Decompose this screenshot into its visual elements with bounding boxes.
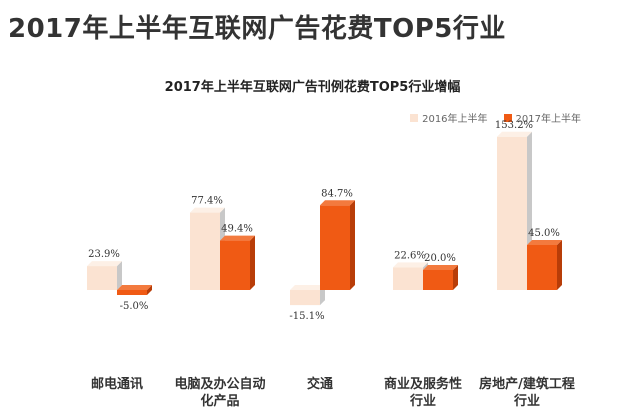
value-label-s1-4: 22.6% [394, 250, 426, 261]
chart-legend: 2016年上半年 2017年上半年 [410, 110, 581, 125]
bar-side-s1-3 [320, 285, 325, 306]
category-label-1: 邮电通讯 [91, 376, 143, 392]
chart-title: 2017年上半年互联网广告刊例花费TOP5行业增幅 [164, 80, 461, 95]
bar-top-s1-5 [497, 131, 532, 137]
bar-top-s2-1 [117, 285, 152, 290]
bar-side-s2-1 [147, 285, 152, 295]
bar-s2-3 [320, 205, 350, 290]
value-label-s2-5: 45.0% [528, 228, 560, 239]
value-label-s2-1: -5.0% [120, 301, 149, 312]
bar-s1-3 [290, 290, 320, 306]
legend-item-2017: 2017年上半年 [503, 110, 581, 125]
bar-s2-1 [117, 290, 147, 295]
bar-s1-1 [87, 266, 117, 290]
bar-side-s2-5 [557, 240, 562, 290]
category-label-4-line2: 行业 [409, 393, 436, 409]
value-label-s2-2: 49.4% [221, 224, 253, 235]
category-label-4-line1: 商业及服务性 [384, 376, 462, 392]
bar-side-s2-4 [453, 265, 458, 290]
category-label-5-line2: 行业 [513, 393, 540, 409]
bar-top-s2-2 [220, 235, 255, 241]
bar-top-s2-4 [423, 265, 458, 270]
value-label-s1-3: -15.1% [289, 311, 324, 322]
legend-swatch-2016 [410, 113, 419, 122]
legend-item-2016: 2016年上半年 [410, 110, 488, 125]
value-label-s2-3: 84.7% [321, 188, 353, 199]
value-label-s1-2: 77.4% [191, 196, 223, 207]
bar-top-s1-2 [190, 207, 225, 213]
bar-top-s1-1 [87, 261, 122, 267]
bar-side-s2-3 [350, 200, 355, 290]
legend-swatch-2017 [503, 113, 512, 122]
category-label-2-line1: 电脑及办公自动 [174, 376, 265, 392]
bar-s2-5 [527, 245, 557, 290]
bar-s1-5 [497, 136, 527, 290]
bar-s1-2 [190, 212, 220, 290]
bar-s2-2 [220, 240, 250, 290]
bar-top-s2-3 [320, 200, 355, 206]
value-label-s1-5: 153.2% [495, 120, 533, 131]
legend-label-2016: 2016年上半年 [422, 114, 488, 125]
bar-top-s2-5 [527, 240, 562, 245]
bar-top-s1-3 [290, 285, 325, 290]
category-label-3: 交通 [307, 376, 333, 392]
legend-label-2017: 2017年上半年 [515, 114, 581, 125]
category-label-5-line1: 房地产/建筑工程 [479, 376, 575, 392]
bar-s2-4 [423, 270, 453, 290]
bar-side-s2-2 [250, 235, 255, 290]
value-label-s2-4: 20.0% [424, 253, 456, 264]
category-label-2-line2: 化产品 [200, 393, 239, 409]
bar-side-s1-1 [117, 261, 122, 290]
value-label-s1-1: 23.9% [88, 249, 120, 260]
page-title: 2017年上半年互联网广告花费TOP5行业 [8, 14, 506, 44]
bar-top-s1-4 [393, 262, 428, 268]
bar-s1-4 [393, 267, 423, 290]
